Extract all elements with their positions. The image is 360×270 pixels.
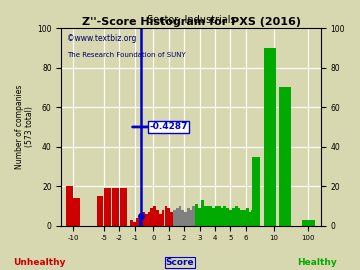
Bar: [142, 212, 145, 226]
Bar: [184, 212, 187, 226]
Bar: [238, 208, 240, 226]
Bar: [193, 206, 195, 226]
Bar: [207, 206, 210, 226]
Bar: [190, 210, 193, 226]
Bar: [173, 210, 176, 226]
Text: Unhealthy: Unhealthy: [13, 258, 66, 267]
Text: Score: Score: [166, 258, 194, 267]
Bar: [66, 186, 73, 226]
Bar: [198, 208, 201, 226]
Bar: [148, 212, 150, 226]
Title: Z''-Score Histogram for PXS (2016): Z''-Score Histogram for PXS (2016): [82, 17, 301, 27]
Y-axis label: Number of companies
(573 total): Number of companies (573 total): [15, 85, 35, 169]
Bar: [201, 200, 204, 226]
Bar: [133, 222, 136, 226]
Bar: [156, 210, 159, 226]
Bar: [226, 208, 229, 226]
Bar: [243, 210, 246, 226]
Bar: [165, 206, 167, 226]
Text: Sector: Industrials: Sector: Industrials: [147, 15, 235, 25]
Bar: [210, 206, 212, 226]
Text: ©www.textbiz.org: ©www.textbiz.org: [67, 34, 136, 43]
Bar: [104, 188, 111, 226]
Bar: [73, 198, 80, 226]
Bar: [96, 196, 103, 226]
Bar: [264, 48, 276, 226]
Bar: [204, 206, 207, 226]
Bar: [223, 206, 226, 226]
Bar: [139, 216, 142, 226]
Bar: [302, 220, 315, 226]
Bar: [181, 210, 184, 226]
Bar: [212, 208, 215, 226]
Bar: [218, 206, 221, 226]
Bar: [112, 188, 119, 226]
Bar: [279, 87, 292, 226]
Bar: [246, 208, 249, 226]
Bar: [170, 212, 173, 226]
Text: The Research Foundation of SUNY: The Research Foundation of SUNY: [67, 52, 185, 58]
Bar: [179, 206, 181, 226]
Bar: [195, 204, 198, 226]
Bar: [167, 208, 170, 226]
Bar: [130, 220, 133, 226]
Text: Healthy: Healthy: [297, 258, 337, 267]
Bar: [251, 210, 254, 226]
Bar: [215, 206, 218, 226]
Bar: [229, 210, 232, 226]
Bar: [187, 208, 190, 226]
Text: -0.4287: -0.4287: [149, 123, 188, 131]
Bar: [235, 206, 238, 226]
Bar: [120, 188, 127, 226]
Bar: [240, 210, 243, 226]
Bar: [232, 208, 235, 226]
Bar: [221, 208, 223, 226]
Bar: [136, 218, 139, 226]
Bar: [150, 208, 153, 226]
Bar: [145, 214, 148, 226]
Bar: [162, 210, 165, 226]
Bar: [159, 214, 162, 226]
Bar: [176, 208, 179, 226]
Bar: [252, 157, 260, 226]
Bar: [153, 206, 156, 226]
Bar: [249, 212, 251, 226]
